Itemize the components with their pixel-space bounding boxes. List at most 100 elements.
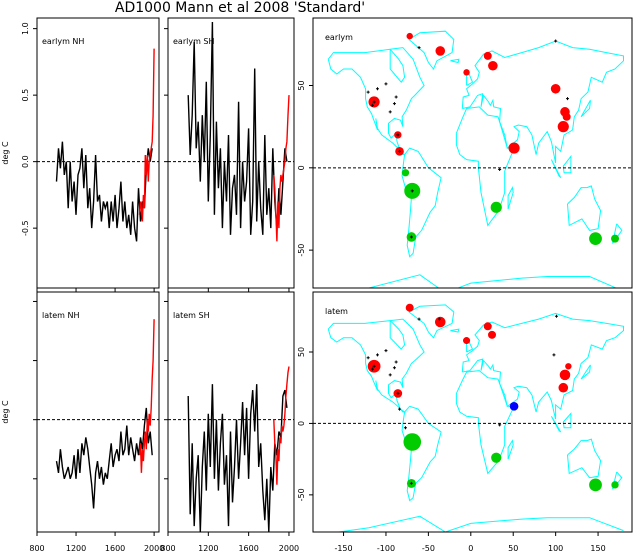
instrumental-series <box>138 319 155 473</box>
proxy-site-point <box>550 83 561 94</box>
coastline <box>580 364 591 380</box>
proxy-site-point <box>509 401 519 411</box>
proxy-site-cross <box>372 364 376 368</box>
instrumental-series <box>138 48 155 222</box>
coastline <box>450 328 460 333</box>
proxy-site-cross <box>375 353 379 357</box>
x-tick-label: 800 <box>160 544 175 553</box>
coastline <box>562 412 572 429</box>
coastline <box>455 106 515 227</box>
proxy-site-point <box>611 481 619 489</box>
coastline <box>401 147 442 258</box>
proxy-site-cross <box>370 367 374 371</box>
proxy-site-cross <box>566 97 570 101</box>
y-tick-label: 50 <box>297 347 306 357</box>
proxy-site-cross <box>394 95 398 99</box>
proxy-site-cross <box>396 391 400 395</box>
coastline <box>507 186 514 210</box>
y-tick-label: 0.0 <box>21 155 30 168</box>
x-tick-label: 0 <box>468 544 473 553</box>
panel-frame <box>36 291 160 533</box>
instrumental-series <box>273 95 290 242</box>
timeseries-panel-latem-SH: latem SH 800 1200 1600 2000 <box>160 291 299 553</box>
y-tick-label: -50 <box>297 488 306 501</box>
panel-label: earlym <box>325 33 353 42</box>
reconstruction-series <box>187 21 288 235</box>
plot-area <box>313 30 632 288</box>
proxy-site-cross <box>398 407 402 411</box>
coastline <box>507 439 514 460</box>
proxy-site-point <box>557 121 569 133</box>
proxy-site-point <box>508 142 520 154</box>
coastline <box>455 370 515 475</box>
coastline <box>389 48 406 84</box>
coastline <box>580 100 591 118</box>
coastline <box>389 320 406 350</box>
map-panel-earlym: earlym 50 0 -50 <box>297 17 633 289</box>
proxy-site-point <box>559 369 571 381</box>
proxy-site-cross <box>552 353 556 357</box>
proxy-site-cross <box>384 82 388 86</box>
panel-frame <box>167 17 295 289</box>
proxy-site-cross <box>398 149 402 153</box>
proxy-site-point <box>463 69 470 76</box>
proxy-site-cross <box>417 317 421 321</box>
y-tick-label: 50 <box>297 80 306 90</box>
panel-label: latem NH <box>42 311 80 320</box>
coastline <box>327 47 425 156</box>
proxy-site-cross <box>403 426 407 430</box>
plot-area <box>37 319 159 509</box>
y-tick-label: 1.0 <box>21 22 30 35</box>
panel-label: earlym SH <box>173 37 215 46</box>
proxy-site-point <box>611 234 620 243</box>
x-tick-label: 2000 <box>144 544 164 553</box>
proxy-site-point <box>558 382 569 393</box>
proxy-site-cross <box>394 360 398 364</box>
proxy-site-point <box>483 51 492 60</box>
proxy-site-cross <box>409 235 413 239</box>
proxy-site-point <box>488 60 498 71</box>
coastline <box>567 438 602 479</box>
x-tick-label: 1600 <box>238 544 258 553</box>
y-tick-label: 0 <box>297 421 306 426</box>
x-tick-label: 1600 <box>105 544 125 553</box>
coastline <box>461 40 624 164</box>
x-tick-label: 100 <box>548 544 563 553</box>
proxy-site-cross <box>370 103 374 107</box>
instrumental-series <box>273 366 290 485</box>
plot-area <box>168 366 294 532</box>
proxy-site-cross <box>417 46 421 50</box>
proxy-site-cross <box>409 481 413 485</box>
y-axis-label: deg C <box>1 141 10 165</box>
reconstruction-series <box>55 407 153 509</box>
timeseries-panel-latem-NH: latem NH deg C 800 1200 1600 2000 <box>1 291 164 553</box>
x-tick-label: 50 <box>508 544 518 553</box>
proxy-site-point <box>565 363 572 370</box>
y-tick-label: 0 <box>297 165 306 170</box>
coastline <box>408 304 455 339</box>
proxy-site-cross <box>392 102 396 106</box>
proxy-site-cross <box>498 167 502 171</box>
x-tick-label: 1200 <box>198 544 218 553</box>
plot-area <box>37 48 159 242</box>
proxy-site-point <box>406 32 413 40</box>
panel-frame <box>167 291 295 533</box>
x-tick-label: 1200 <box>66 544 86 553</box>
proxy-site-cross <box>366 356 370 360</box>
timeseries-panel-earlym-NH: earlym NH 1.0 0.5 0.0 -0.5 deg C <box>1 17 160 292</box>
proxy-site-cross <box>384 349 388 353</box>
map-panel-latem: latem 50 0 -50 -150 -100 -50 0 50 100 150 <box>297 291 633 553</box>
proxy-site-cross <box>392 366 396 370</box>
panel-frame <box>312 291 633 533</box>
coastline <box>450 58 460 64</box>
coastline <box>327 318 425 413</box>
x-tick-label: 150 <box>590 544 605 553</box>
plot-area <box>313 303 632 532</box>
panel-label: latem <box>325 307 348 316</box>
proxy-site-point <box>405 303 414 312</box>
proxy-site-cross <box>375 87 379 91</box>
proxy-site-cross <box>372 100 376 104</box>
proxy-site-point <box>401 169 410 177</box>
proxy-site-cross <box>366 90 370 94</box>
